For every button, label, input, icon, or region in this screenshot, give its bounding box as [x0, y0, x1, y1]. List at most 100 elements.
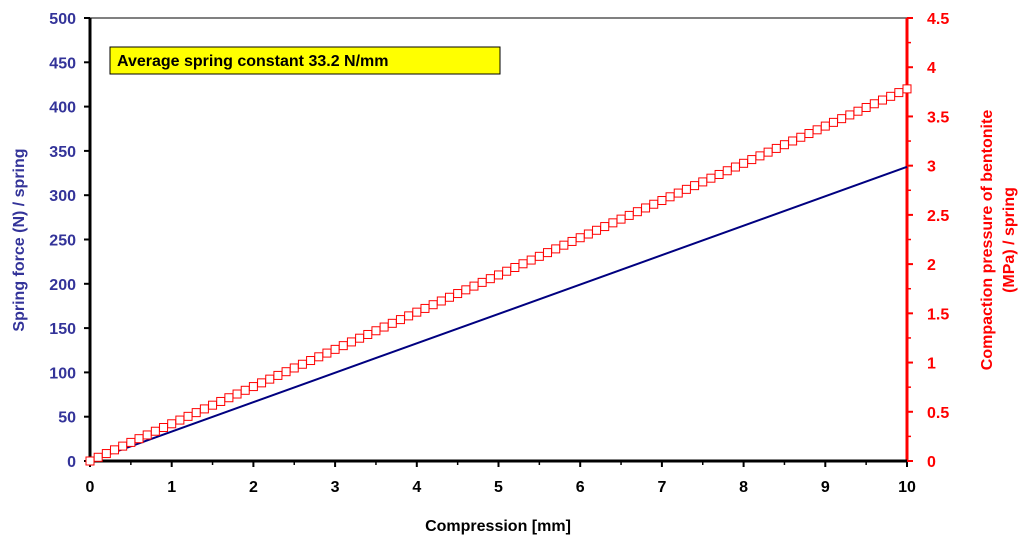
pressure-marker: [232, 389, 242, 399]
pressure-marker: [534, 251, 544, 261]
pressure-marker: [224, 393, 234, 403]
pressure-marker: [444, 292, 454, 302]
pressure-marker: [126, 437, 136, 447]
pressure-marker: [583, 229, 593, 239]
x-tick-label: 7: [657, 479, 666, 496]
pressure-marker: [110, 445, 120, 455]
x-tick-label: 6: [576, 479, 585, 496]
pressure-marker: [142, 430, 152, 440]
annotation-text: Average spring constant 33.2 N/mm: [117, 53, 389, 70]
pressure-marker: [208, 400, 218, 410]
pressure-marker: [763, 147, 773, 157]
pressure-marker: [502, 266, 512, 276]
pressure-marker: [469, 281, 479, 291]
pressure-marker: [820, 121, 830, 131]
right-axis-ticks: 0 0.5 1 1.5 2 2.5 3 3.5 4 4.5: [907, 11, 949, 471]
pressure-marker: [371, 326, 381, 336]
pressure-marker: [649, 199, 659, 209]
pressure-marker: [453, 289, 463, 299]
left-tick-label: 400: [49, 100, 76, 117]
left-tick-label: 200: [49, 277, 76, 294]
pressure-marker: [387, 318, 397, 328]
right-tick-label: 2.5: [927, 208, 949, 225]
left-tick-label: 500: [49, 11, 76, 28]
left-tick-label: 100: [49, 365, 76, 382]
pressure-marker: [338, 341, 348, 351]
x-tick-label: 3: [331, 479, 340, 496]
pressure-marker: [134, 434, 144, 444]
pressure-marker: [330, 344, 340, 354]
pressure-marker: [665, 192, 675, 202]
pressure-marker: [845, 110, 855, 120]
pressure-marker: [420, 303, 430, 313]
left-tick-label: 350: [49, 144, 76, 161]
pressure-marker: [85, 456, 95, 466]
x-tick-label: 4: [412, 479, 421, 496]
left-axis-title: Spring force (N) / spring: [11, 148, 28, 331]
pressure-marker: [191, 408, 201, 418]
pressure-marker: [804, 129, 814, 139]
x-tick-label: 8: [739, 479, 748, 496]
right-tick-label: 1.5: [927, 306, 949, 323]
pressure-marker: [150, 426, 160, 436]
pressure-marker: [461, 285, 471, 295]
pressure-marker: [412, 307, 422, 317]
right-tick-label: 4: [927, 60, 936, 77]
pressure-marker: [837, 114, 847, 124]
left-tick-label: 250: [49, 233, 76, 250]
pressure-marker: [93, 452, 103, 462]
compaction-pressure-series: [85, 84, 912, 466]
right-axis-title-line2: (MPa) / spring: [1001, 187, 1018, 293]
pressure-marker: [706, 173, 716, 183]
pressure-marker: [755, 151, 765, 161]
pressure-marker: [101, 449, 111, 459]
pressure-marker: [681, 184, 691, 194]
pressure-marker: [600, 222, 610, 232]
pressure-marker: [592, 225, 602, 235]
pressure-marker: [567, 236, 577, 246]
x-axis-title: Compression [mm]: [425, 518, 571, 535]
pressure-marker: [543, 248, 553, 258]
x-tick-label: 1: [167, 479, 176, 496]
pressure-marker: [673, 188, 683, 198]
spring-force-series: [89, 165, 908, 462]
pressure-marker: [395, 315, 405, 325]
pressure-marker: [436, 296, 446, 306]
pressure-marker: [641, 203, 651, 213]
pressure-marker: [828, 117, 838, 127]
pressure-marker: [796, 132, 806, 142]
left-tick-label: 50: [58, 410, 76, 427]
pressure-marker: [485, 274, 495, 284]
pressure-marker: [698, 177, 708, 187]
right-tick-label: 3.5: [927, 109, 949, 126]
pressure-marker: [379, 322, 389, 332]
left-tick-label: 450: [49, 55, 76, 72]
pressure-marker: [273, 370, 283, 380]
left-tick-label: 150: [49, 321, 76, 338]
annotation-background: [109, 46, 501, 75]
right-axis-title-line1: Compaction pressure of bentonite: [979, 110, 996, 371]
plot-frame: [88, 17, 909, 463]
pressure-marker: [428, 300, 438, 310]
x-tick-label: 5: [494, 479, 503, 496]
pressure-marker: [526, 255, 536, 265]
x-axis-ticks: 0 1 2 3 4 5 6 7 8 9 10: [86, 461, 916, 496]
pressure-marker: [199, 404, 209, 414]
x-tick-label: 10: [898, 479, 916, 496]
pressure-marker: [346, 337, 356, 347]
pressure-marker: [779, 140, 789, 150]
pressure-marker: [747, 155, 757, 165]
right-tick-label: 3: [927, 159, 936, 176]
pressure-marker: [355, 333, 365, 343]
pressure-marker: [551, 244, 561, 254]
pressure-marker: [510, 262, 520, 272]
pressure-marker: [257, 378, 267, 388]
pressure-marker: [861, 102, 871, 112]
pressure-marker: [494, 270, 503, 280]
right-tick-label: 4.5: [927, 11, 949, 28]
pressure-marker: [559, 240, 569, 250]
x-tick-label: 2: [249, 479, 258, 496]
pressure-marker: [363, 329, 373, 339]
pressure-marker: [167, 419, 177, 429]
